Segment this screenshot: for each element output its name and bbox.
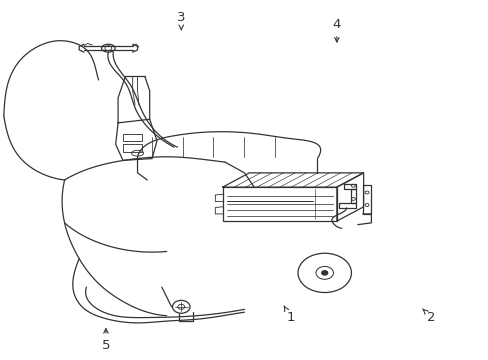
Text: 3: 3 <box>177 11 185 30</box>
Bar <box>122 134 142 141</box>
Circle shape <box>321 271 327 275</box>
Text: 5: 5 <box>102 329 110 351</box>
Bar <box>122 144 142 152</box>
Text: 2: 2 <box>422 309 435 324</box>
Text: 1: 1 <box>284 306 294 324</box>
Text: 4: 4 <box>332 18 340 42</box>
